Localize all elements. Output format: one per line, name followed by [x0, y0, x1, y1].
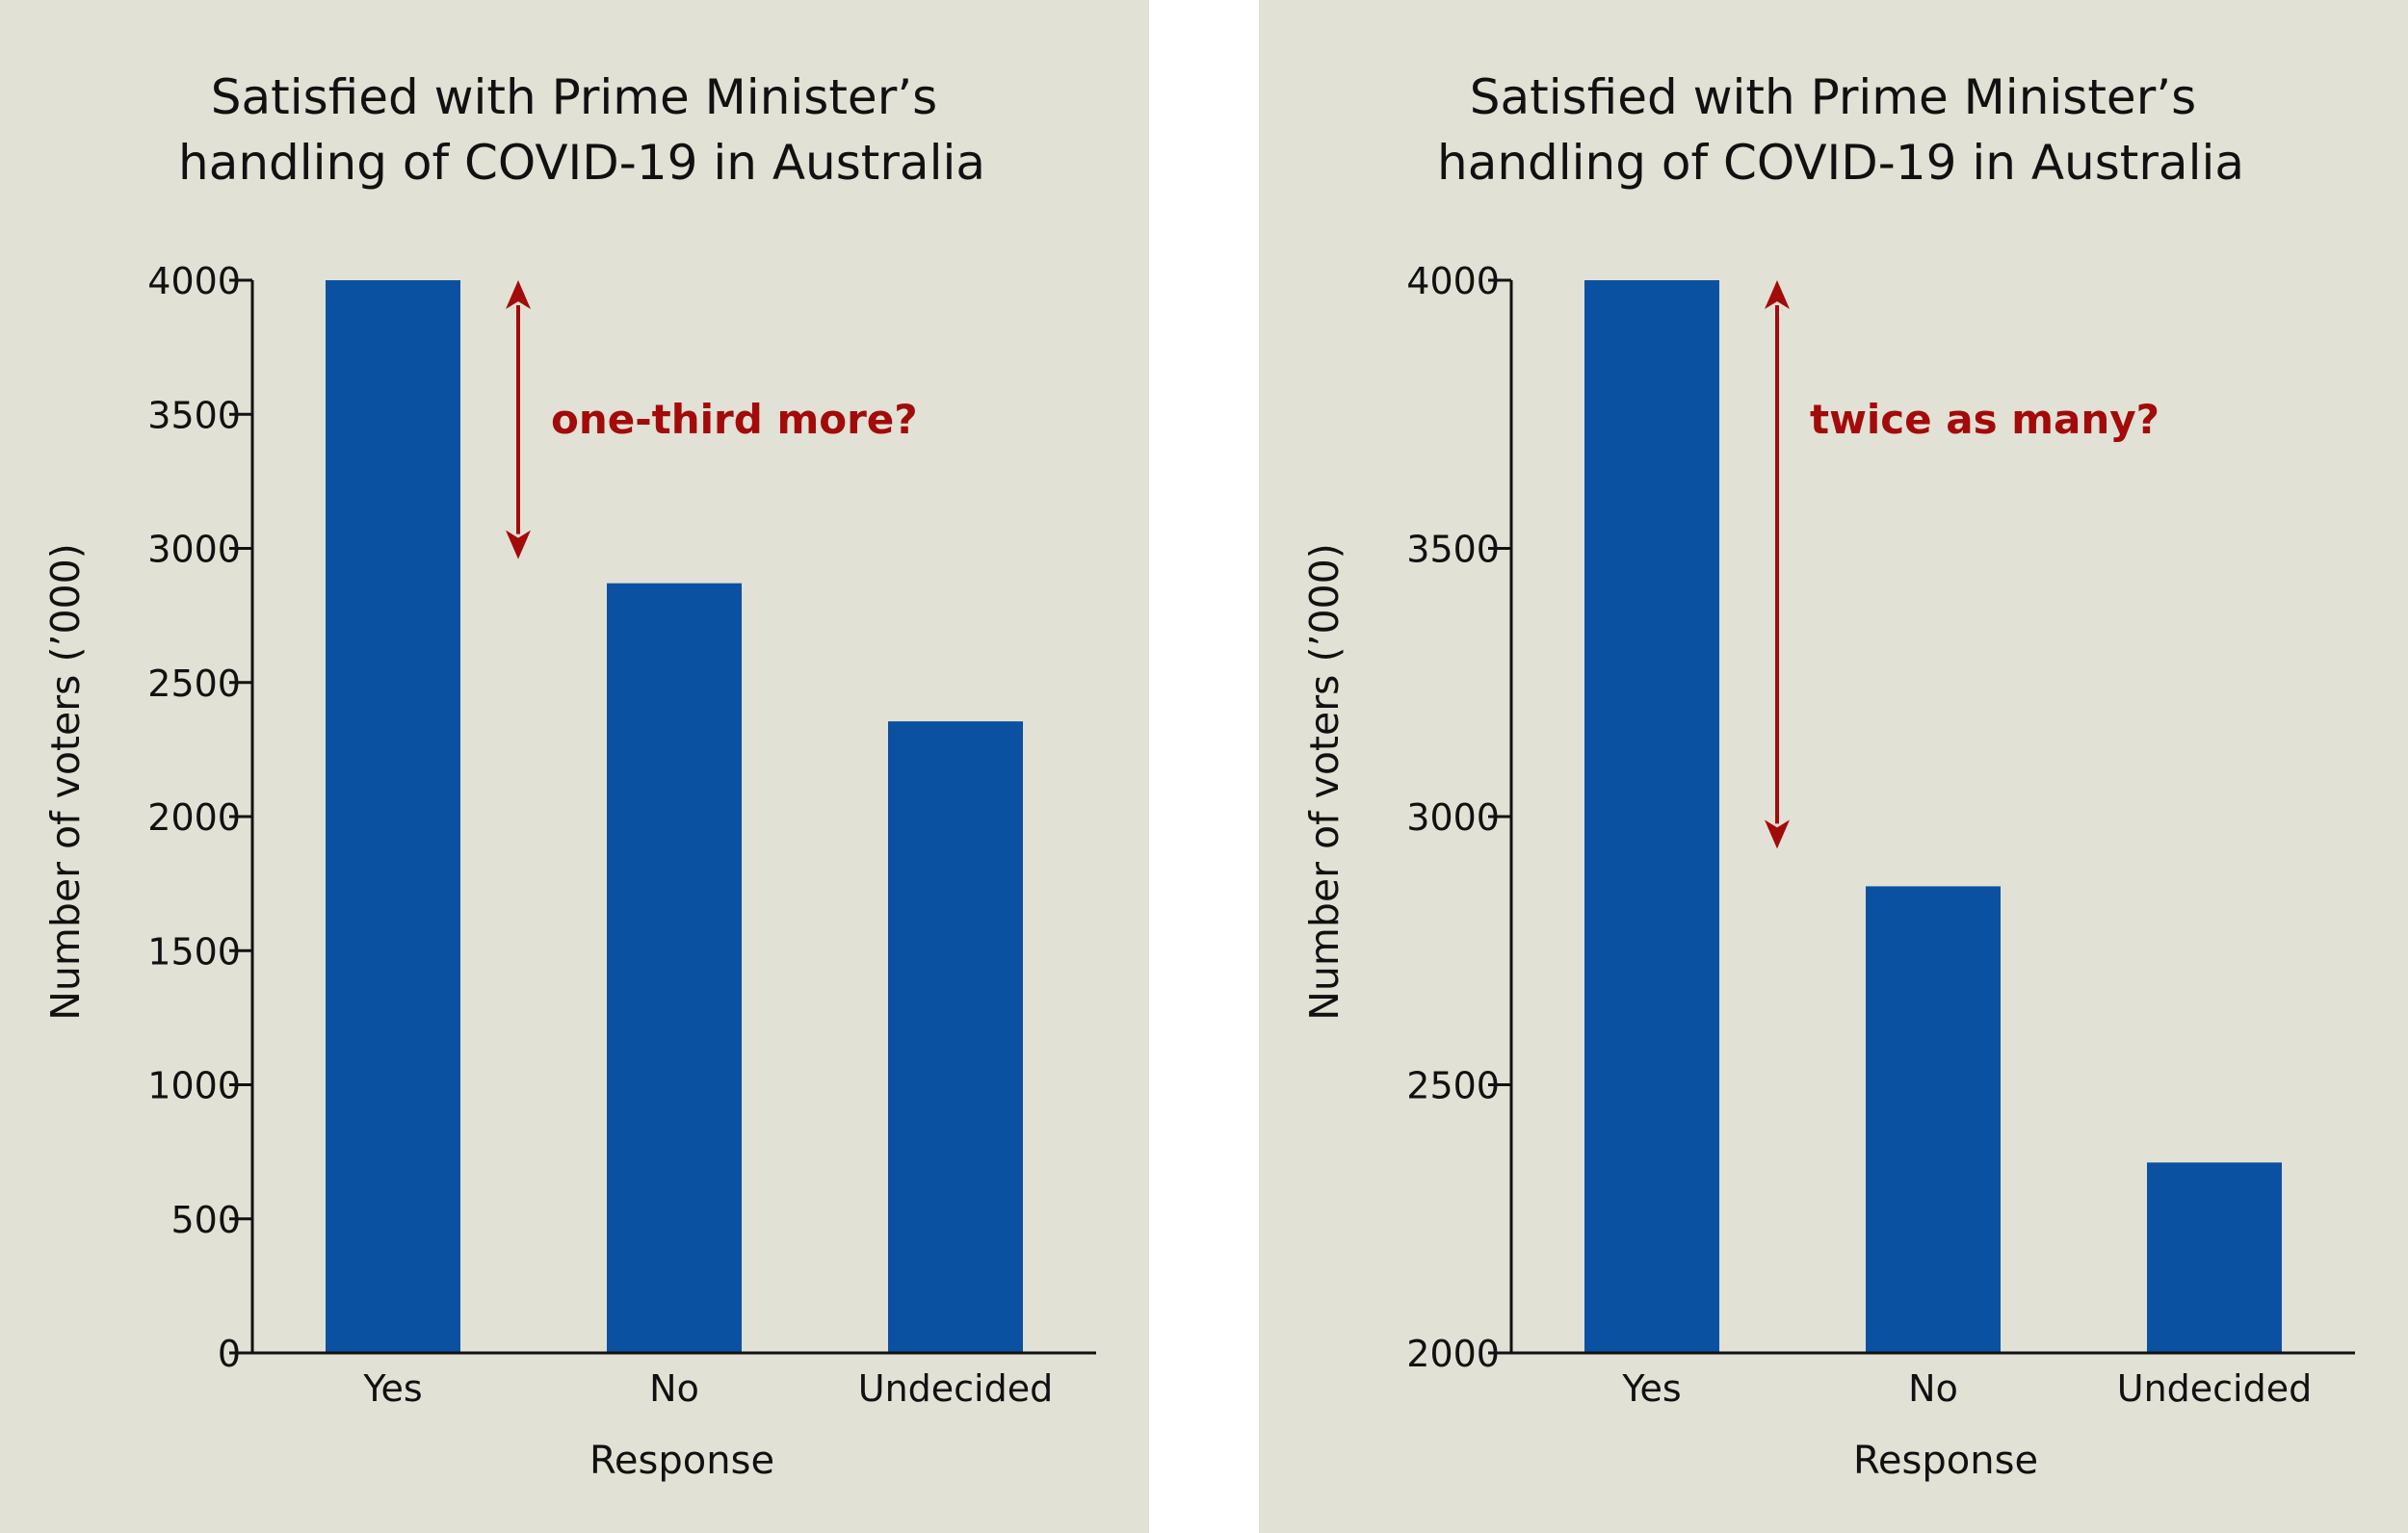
- x-tick-label-undecided: Undecided: [858, 1367, 1053, 1410]
- y-tick-label: 1000: [147, 1065, 241, 1107]
- chart-title-line-1: Satisfied with Prime Minister’s: [1470, 69, 2196, 125]
- x-tick-label-yes: Yes: [362, 1367, 422, 1410]
- y-tick-label: 0: [218, 1333, 241, 1375]
- x-tick-label-undecided: Undecided: [2117, 1367, 2312, 1410]
- bar-undecided: [2147, 1162, 2282, 1353]
- y-tick-label: 3000: [1406, 796, 1500, 839]
- y-tick-label: 1500: [147, 930, 241, 973]
- chart-title-line-1: Satisfied with Prime Minister’s: [211, 69, 937, 125]
- y-tick-label: 2500: [147, 663, 241, 705]
- chart-title-line-2: handling of COVID-19 in Australia: [178, 135, 985, 191]
- y-tick-label: 2000: [1406, 1333, 1500, 1375]
- y-tick-label: 3500: [147, 394, 241, 436]
- y-tick-label: 3500: [1406, 529, 1500, 571]
- y-tick-label: 4000: [1406, 260, 1500, 302]
- y-tick-label: 4000: [147, 260, 241, 302]
- y-tick-label: 500: [170, 1199, 241, 1241]
- annotation-arrow-head-down: [1765, 819, 1790, 849]
- y-axis-label: Number of voters (’000): [42, 543, 89, 1020]
- bar-chart-left: Satisfied with Prime Minister’s handling…: [0, 0, 1149, 1533]
- x-tick-label-no: No: [1908, 1367, 1958, 1410]
- y-tick-label: 2000: [147, 796, 241, 839]
- bar-yes: [326, 280, 460, 1353]
- y-axis-label: Number of voters (’000): [1301, 543, 1348, 1020]
- y-tick-label: 3000: [147, 529, 241, 571]
- bar-chart-right: Satisfied with Prime Minister’s handling…: [1259, 0, 2408, 1533]
- annotation-arrow-head-up: [506, 280, 531, 309]
- bar-no: [607, 583, 742, 1353]
- bar-yes: [1584, 280, 1719, 1353]
- x-tick-label-no: No: [649, 1367, 699, 1410]
- x-tick-label-yes: Yes: [1621, 1367, 1681, 1410]
- chart-panel-right: Satisfied with Prime Minister’s handling…: [1259, 0, 2408, 1533]
- x-axis-label: Response: [1853, 1439, 2038, 1483]
- annotation-arrow-head-up: [1765, 280, 1790, 309]
- chart-title-line-2: handling of COVID-19 in Australia: [1437, 135, 2244, 191]
- x-axis-label: Response: [589, 1439, 774, 1483]
- bar-undecided: [888, 721, 1023, 1353]
- chart-panel-left: Satisfied with Prime Minister’s handling…: [0, 0, 1149, 1533]
- y-tick-label: 2500: [1406, 1065, 1500, 1107]
- annotation-arrow-head-down: [506, 530, 531, 559]
- annotation-text: twice as many?: [1810, 396, 2159, 443]
- bar-no: [1866, 886, 2001, 1353]
- annotation-text: one-third more?: [551, 396, 918, 443]
